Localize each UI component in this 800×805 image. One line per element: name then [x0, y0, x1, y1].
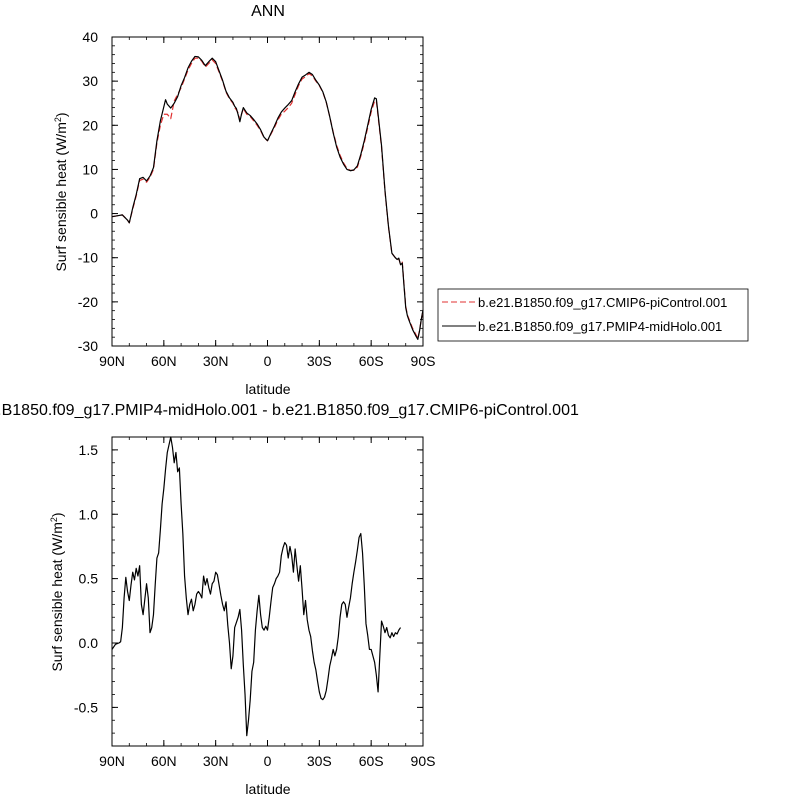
bottom-y-tick-label: 0.5	[79, 571, 99, 587]
bottom-x-tick-label: 30S	[307, 753, 332, 769]
bottom-x-tick-label: 0	[264, 753, 272, 769]
top-y-axis-title: Surf sensible heat (W/m2)	[53, 112, 69, 271]
legend-label-midholo: b.e21.B1850.f09_g17.PMIP4-midHolo.001	[478, 319, 722, 334]
bottom-x-tick-label: 60S	[359, 753, 384, 769]
top-plot-frame	[111, 36, 424, 347]
bottom-x-axis-title: latitude	[245, 781, 290, 797]
top-y-tick-label: 0	[90, 206, 98, 222]
legend-label-picontrol: b.e21.B1850.f09_g17.CMIP6-piControl.001	[478, 295, 727, 310]
bottom-panel: b.e21.B1850.f09_g17.PMIP4-midHolo.001 - …	[0, 402, 579, 797]
top-y-tick-label: -20	[78, 294, 98, 310]
top-series	[111, 55, 424, 340]
bottom-y-tick-label: 1.0	[79, 506, 99, 522]
bottom-y-axis-title: Surf sensible heat (W/m2)	[49, 512, 65, 671]
bottom-x-tick-label: 30N	[203, 753, 229, 769]
bottom-plot-frame	[111, 436, 424, 747]
top-x-tick-label: 30N	[203, 353, 229, 369]
top-x-tick-label: 30S	[307, 353, 332, 369]
top-x-tick-label: 60N	[151, 353, 177, 369]
bottom-series-line-0	[111, 436, 402, 737]
top-y-tick-label: 10	[82, 161, 98, 177]
bottom-y-tick-label: 1.5	[79, 442, 99, 458]
top-x-tick-label: 90N	[99, 353, 125, 369]
bottom-panel-title: b.e21.B1850.f09_g17.PMIP4-midHolo.001 - …	[0, 402, 579, 419]
top-x-tick-label: 90S	[411, 353, 436, 369]
legend: b.e21.B1850.f09_g17.CMIP6-piControl.001 …	[437, 288, 749, 342]
top-x-tick-label: 60S	[359, 353, 384, 369]
legend-box	[437, 288, 749, 342]
top-y-tick-label: 40	[82, 29, 98, 45]
top-x-tick-label: 0	[264, 353, 272, 369]
top-y-tick-label: 30	[82, 73, 98, 89]
top-y-tick-label: 20	[82, 117, 98, 133]
top-series-line-1	[111, 55, 424, 340]
bottom-ticks: 90N 60N 30N 0 30S 60S 90S -0.5 0.0 0.5 1.0 1.5	[74, 436, 436, 769]
top-panel: ANN 90N 60N 30N 0 30S 60S 90S -30 -20 -10 0 10 20 30 4…	[53, 3, 749, 397]
bottom-series	[111, 436, 402, 737]
bottom-x-tick-label: 60N	[151, 753, 177, 769]
bottom-y-tick-label: 0.0	[79, 635, 99, 651]
top-ticks: 90N 60N 30N 0 30S 60S 90S -30 -20 -10 0 10 20 30 40	[78, 29, 436, 369]
bottom-y-tick-label: -0.5	[74, 699, 98, 715]
top-x-axis-title: latitude	[245, 381, 290, 397]
top-y-tick-label: -10	[78, 250, 98, 266]
bottom-x-tick-label: 90N	[99, 753, 125, 769]
top-panel-title: ANN	[251, 3, 285, 20]
bottom-x-tick-label: 90S	[411, 753, 436, 769]
top-y-tick-label: -30	[78, 338, 98, 354]
